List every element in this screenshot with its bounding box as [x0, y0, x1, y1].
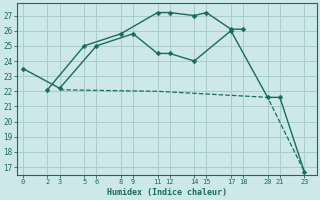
- X-axis label: Humidex (Indice chaleur): Humidex (Indice chaleur): [107, 188, 227, 197]
